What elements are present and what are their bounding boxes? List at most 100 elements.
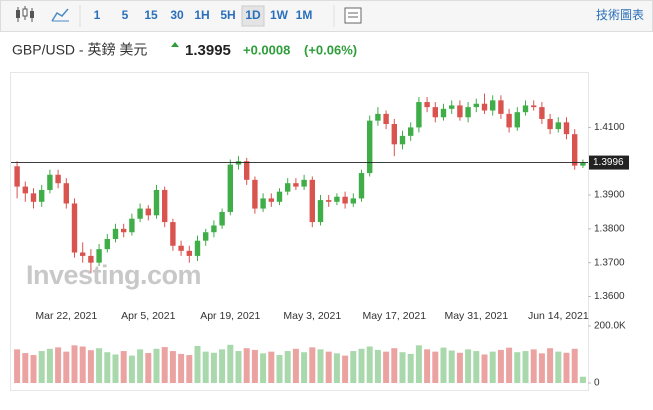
candle-body	[71, 203, 78, 253]
price: 1.3995	[185, 42, 231, 59]
candle-body	[383, 113, 389, 125]
candle-body	[457, 105, 463, 118]
candle-body	[547, 118, 553, 130]
watermark: Investing.com	[26, 260, 201, 290]
volume-bar	[186, 355, 193, 383]
volume-bar	[87, 350, 94, 383]
volume-bar	[555, 351, 562, 383]
volume-bar	[112, 354, 119, 383]
volume-bar	[424, 349, 431, 383]
volume-bar	[79, 346, 86, 383]
x-tick-label: May 31, 2021	[444, 310, 508, 322]
candle-body	[539, 107, 545, 119]
candle-body	[424, 102, 430, 108]
interval-button[interactable]: 1H	[194, 8, 209, 22]
candle-body	[80, 252, 86, 256]
candle-body	[449, 105, 455, 109]
volume-bar	[333, 353, 340, 383]
plot-frame	[10, 72, 589, 391]
candle-body	[203, 232, 209, 241]
volume-bar	[415, 345, 422, 383]
volume-bar	[55, 347, 62, 383]
volume-bar	[547, 348, 554, 383]
candle-body	[137, 208, 143, 219]
volume-bar	[538, 353, 545, 383]
volume-bar	[489, 351, 496, 383]
candle-body	[47, 174, 53, 190]
calendar-icon[interactable]	[333, 5, 362, 27]
candle-icon[interactable]	[16, 6, 34, 22]
volume-tick-label: 0	[594, 378, 600, 389]
change-percent: (+0.06%)	[304, 42, 357, 57]
volume-bar	[481, 354, 488, 383]
candle-body	[104, 238, 110, 250]
change: +0.0008	[243, 42, 290, 57]
last-price-label: 1.3996	[593, 157, 624, 168]
volume-bar	[342, 355, 349, 383]
volume-bar	[579, 376, 586, 383]
volume-bar	[432, 351, 439, 383]
candle-body	[342, 196, 348, 204]
volume-bar	[120, 351, 127, 383]
technical-chart-link[interactable]: 技術圖表	[596, 8, 644, 22]
candle-body	[219, 211, 225, 226]
candle-body	[358, 173, 365, 199]
volume-bar	[309, 347, 316, 383]
candle-body	[268, 198, 274, 202]
interval-button[interactable]: 1M	[296, 8, 313, 22]
candle-body	[211, 225, 217, 233]
volume-bar	[350, 351, 357, 383]
candle-body	[498, 100, 504, 114]
y-tick-label: 1.3900	[594, 190, 625, 201]
volume-bar	[440, 347, 447, 383]
volume-bar	[268, 351, 275, 383]
toolbar	[0, 0, 653, 32]
volume-bar	[194, 345, 201, 383]
candle-body	[326, 200, 332, 202]
candle-body	[129, 218, 135, 233]
candle-body	[194, 240, 201, 256]
interval-button[interactable]: 15	[144, 8, 158, 22]
candle-body	[399, 135, 406, 145]
interval-button[interactable]: 1	[94, 8, 101, 22]
last-price-box	[589, 155, 629, 170]
candle-body	[260, 198, 266, 209]
volume-bar	[530, 349, 537, 383]
volume-bar	[284, 351, 291, 383]
volume-bar	[96, 348, 103, 383]
volume-bar	[161, 347, 168, 383]
volume-bar	[465, 349, 472, 383]
selected-interval	[241, 5, 265, 27]
volume-bar	[63, 351, 70, 383]
candle-body	[367, 120, 373, 174]
candle-body	[162, 189, 168, 223]
volume-bar	[145, 353, 152, 383]
volume-bar	[178, 353, 185, 383]
candle-body	[473, 103, 479, 108]
volume-bar	[235, 351, 242, 383]
volume-bar	[383, 351, 390, 383]
candle-body	[375, 113, 381, 121]
candle-body	[416, 102, 422, 128]
volume-bar	[366, 346, 373, 383]
candle-body	[572, 134, 578, 166]
candle-body	[63, 183, 69, 204]
interval-button[interactable]: 1W	[270, 8, 289, 22]
interval-button[interactable]: 30	[170, 8, 184, 22]
candle-body	[563, 122, 570, 135]
interval-button[interactable]: 5H	[220, 8, 235, 22]
interval-button[interactable]: 1D	[245, 8, 261, 22]
volume-bar	[260, 353, 267, 383]
candle-body	[30, 193, 37, 202]
volume-bar	[391, 348, 398, 383]
candle-body	[96, 249, 102, 263]
candle-body	[440, 108, 447, 118]
volume-bar	[210, 352, 217, 383]
candle-body	[481, 103, 488, 111]
candle-body	[490, 100, 496, 111]
area-icon[interactable]	[51, 8, 69, 22]
interval-button[interactable]: 5	[122, 8, 129, 22]
candle-body	[334, 196, 340, 202]
candle-body	[531, 105, 537, 108]
